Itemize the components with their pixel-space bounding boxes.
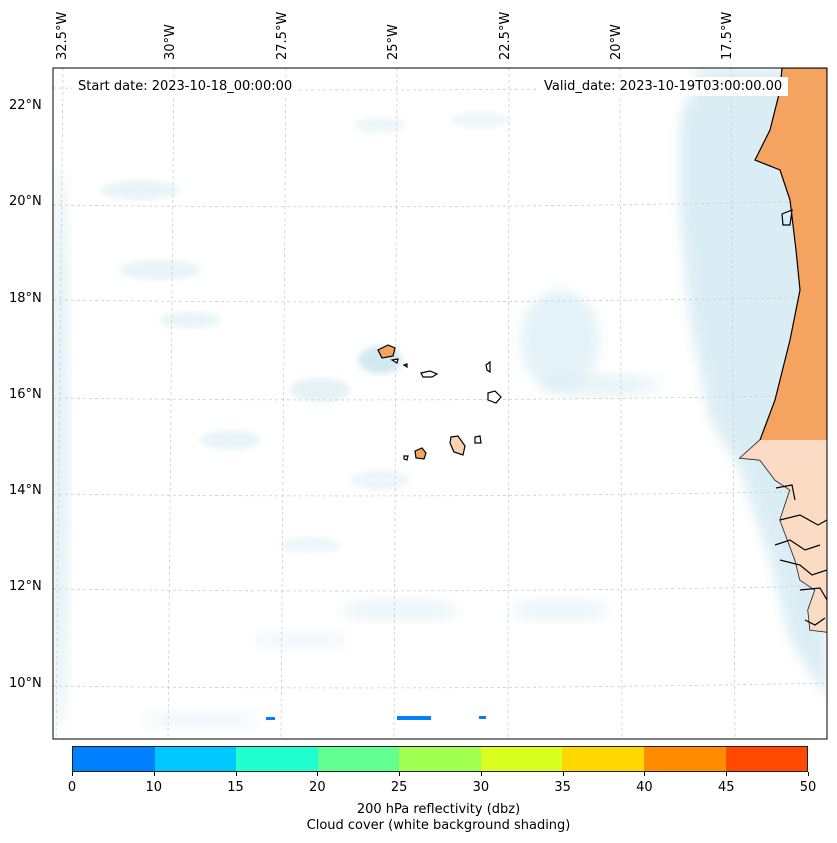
colorbar-segment	[480, 747, 563, 771]
colorbar-label: 200 hPa reflectivity (dbz)	[356, 802, 521, 817]
cape-verde-islands	[377, 344, 502, 461]
lat-label: 14°N	[9, 483, 42, 498]
colorbar-segment	[236, 747, 318, 771]
colorbar-tick-mark	[562, 772, 564, 776]
colorbar-segment	[725, 747, 808, 771]
lon-label: 20°W	[609, 24, 624, 60]
colorbar-tick-mark	[153, 772, 155, 776]
lon-label: 17.5°W	[720, 11, 735, 60]
lon-label: 27.5°W	[275, 11, 290, 60]
colorbar-tick-label: 35	[554, 780, 571, 795]
colorbar-tick-mark	[317, 772, 319, 776]
colorbar	[72, 746, 808, 772]
valid-date-label: Valid_date: 2023-10-19T03:00:00.00	[538, 77, 789, 96]
colorbar-tick-mark	[480, 772, 482, 776]
colorbar-segment	[399, 747, 481, 771]
colorbar-tick-label: 20	[309, 780, 326, 795]
lat-label: 10°N	[9, 676, 42, 691]
colorbar-tick-mark	[644, 772, 646, 776]
colorbar-segment	[562, 747, 644, 771]
colorbar-tick-label: 30	[472, 780, 490, 795]
map-frame	[52, 67, 828, 740]
colorbar-tick-mark	[72, 772, 73, 776]
colorbar-tick-mark	[726, 772, 728, 776]
lat-label: 12°N	[9, 579, 42, 594]
colorbar-tick-label: 40	[636, 780, 653, 795]
africa-land-light	[740, 440, 827, 632]
colorbar-tick-label: 25	[390, 780, 408, 795]
lon-label: 25°W	[386, 24, 401, 60]
colorbar-segment	[643, 747, 726, 771]
coastline-detail	[774, 209, 827, 626]
colorbar-segment	[73, 747, 155, 771]
colorbar-tick-label: 0	[67, 780, 77, 795]
colorbar-segment	[317, 747, 400, 771]
lat-label: 22°N	[9, 98, 42, 113]
colorbar-tick-label: 45	[717, 780, 735, 795]
lon-label: 30°W	[163, 24, 178, 60]
lat-label: 20°N	[9, 194, 42, 209]
start-date-label: Start date: 2023-10-18_00:00:00	[72, 77, 299, 96]
colorbar-segment	[154, 747, 237, 771]
colorbar-sublabel: Cloud cover (white background shading)	[306, 818, 571, 833]
lat-label: 18°N	[9, 291, 42, 306]
colorbar-tick-label: 10	[145, 780, 163, 795]
lon-label: 32.5°W	[55, 11, 70, 60]
colorbar-tick-mark	[235, 772, 237, 776]
colorbar-tick-mark	[808, 772, 809, 776]
colorbar-tick-label: 15	[227, 780, 244, 795]
colorbar-tick-label: 50	[799, 780, 817, 795]
lon-label: 22.5°W	[498, 11, 513, 60]
colorbar-tick-mark	[399, 772, 401, 776]
reflectivity-echoes	[266, 716, 486, 720]
lat-label: 16°N	[9, 387, 42, 402]
